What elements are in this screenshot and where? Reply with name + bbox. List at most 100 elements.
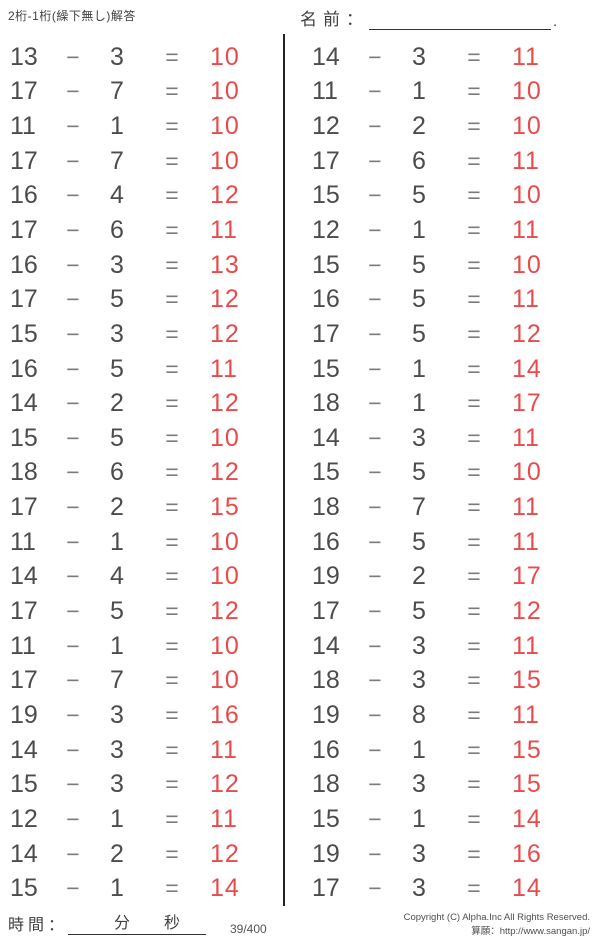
problem-row: 17 − 6 = 11: [302, 144, 600, 179]
minuend: 18: [312, 493, 340, 522]
problem-row: 14 − 4 = 10: [0, 560, 283, 595]
subtrahend: 3: [110, 250, 124, 279]
minus-sign: −: [368, 701, 382, 728]
problem-row: 18 − 6 = 12: [0, 456, 283, 491]
minus-sign: −: [368, 875, 382, 902]
problem-row: 12 − 2 = 10: [302, 109, 600, 144]
answer-value: 15: [210, 493, 240, 522]
answer-value: 12: [210, 839, 240, 868]
minuend: 15: [312, 804, 340, 833]
minus-sign: −: [368, 286, 382, 313]
minus-sign: −: [66, 459, 80, 486]
minus-sign: −: [66, 736, 80, 763]
minuend: 16: [10, 250, 38, 279]
equals-sign: =: [165, 251, 179, 278]
problem-row: 14 − 3 = 11: [302, 40, 600, 75]
answer-value: 11: [210, 354, 238, 383]
minuend: 16: [10, 354, 38, 383]
equals-sign: =: [467, 182, 481, 209]
subtrahend: 6: [110, 458, 124, 487]
minus-sign: −: [368, 494, 382, 521]
answer-value: 10: [210, 77, 240, 106]
problem-row: 15 − 5 = 10: [302, 179, 600, 214]
minuend: 15: [10, 874, 38, 903]
equals-sign: =: [165, 736, 179, 763]
subtrahend: 7: [412, 493, 426, 522]
answer-value: 10: [210, 527, 240, 556]
minus-sign: −: [66, 771, 80, 798]
copyright-line: Copyright (C) Alpha.Inc All Rights Reser…: [403, 912, 590, 923]
minuend: 14: [312, 631, 340, 660]
problem-row: 13 − 3 = 10: [0, 40, 283, 75]
problem-row: 19 − 3 = 16: [0, 698, 283, 733]
minus-sign: −: [368, 736, 382, 763]
answer-value: 17: [512, 562, 542, 591]
answer-value: 11: [210, 804, 238, 833]
subtrahend: 6: [110, 216, 124, 244]
problem-row: 14 − 2 = 12: [0, 386, 283, 421]
equals-sign: =: [467, 390, 481, 417]
answer-value: 15: [512, 770, 542, 799]
subtrahend: 5: [412, 319, 426, 348]
subtrahend: 2: [412, 562, 426, 591]
answer-value: 15: [512, 735, 542, 764]
equals-sign: =: [467, 667, 481, 694]
equals-sign: =: [467, 805, 481, 832]
subtrahend: 3: [412, 42, 426, 71]
answer-value: 10: [210, 562, 240, 591]
problem-row: 12 − 1 = 11: [0, 802, 283, 837]
problem-row: 17 − 3 = 14: [302, 871, 600, 906]
minus-sign: −: [368, 78, 382, 105]
minus-sign: −: [368, 840, 382, 867]
equals-sign: =: [467, 840, 481, 867]
problem-row: 15 − 1 = 14: [302, 802, 600, 837]
minuend: 18: [312, 666, 340, 695]
minuend: 17: [10, 285, 38, 314]
subtrahend: 3: [110, 42, 124, 71]
equals-sign: =: [467, 78, 481, 105]
minuend: 16: [312, 285, 340, 314]
answer-value: 11: [512, 146, 540, 175]
minus-sign: −: [368, 113, 382, 140]
equals-sign: =: [467, 528, 481, 555]
equals-sign: =: [165, 147, 179, 174]
minus-sign: −: [368, 667, 382, 694]
column-divider: [283, 34, 285, 906]
problem-row: 17 − 7 = 10: [0, 75, 283, 110]
problem-row: 18 − 3 = 15: [302, 664, 600, 699]
problem-row: 11 − 1 = 10: [0, 525, 283, 560]
minus-sign: −: [66, 113, 80, 140]
answer-value: 11: [512, 216, 540, 244]
minus-sign: −: [368, 528, 382, 555]
minuend: 19: [312, 700, 340, 729]
equals-sign: =: [165, 459, 179, 486]
minuend: 11: [10, 527, 36, 556]
answer-value: 13: [210, 250, 240, 279]
minuend: 14: [10, 839, 38, 868]
answer-value: 10: [210, 423, 240, 452]
minus-sign: −: [368, 182, 382, 209]
equals-sign: =: [165, 840, 179, 867]
answer-value: 12: [210, 389, 240, 418]
subtrahend: 3: [412, 666, 426, 695]
minus-sign: −: [66, 632, 80, 659]
minuend: 12: [312, 112, 340, 141]
subtrahend: 2: [412, 112, 426, 141]
problem-row: 16 − 5 = 11: [0, 352, 283, 387]
minuend: 19: [312, 839, 340, 868]
minus-sign: −: [66, 875, 80, 902]
minus-sign: −: [368, 217, 382, 243]
subtrahend: 4: [110, 562, 124, 591]
minuend: 12: [312, 216, 340, 244]
page-counter: 39/400: [230, 922, 267, 936]
equals-sign: =: [165, 286, 179, 313]
problem-row: 15 − 3 = 12: [0, 767, 283, 802]
equals-sign: =: [165, 113, 179, 140]
credits-block: Copyright (C) Alpha.Inc All Rights Reser…: [404, 911, 590, 939]
answer-value: 11: [210, 216, 238, 244]
minuend: 18: [312, 389, 340, 418]
equals-sign: =: [467, 736, 481, 763]
equals-sign: =: [165, 632, 179, 659]
equals-sign: =: [165, 528, 179, 555]
equals-sign: =: [165, 320, 179, 347]
